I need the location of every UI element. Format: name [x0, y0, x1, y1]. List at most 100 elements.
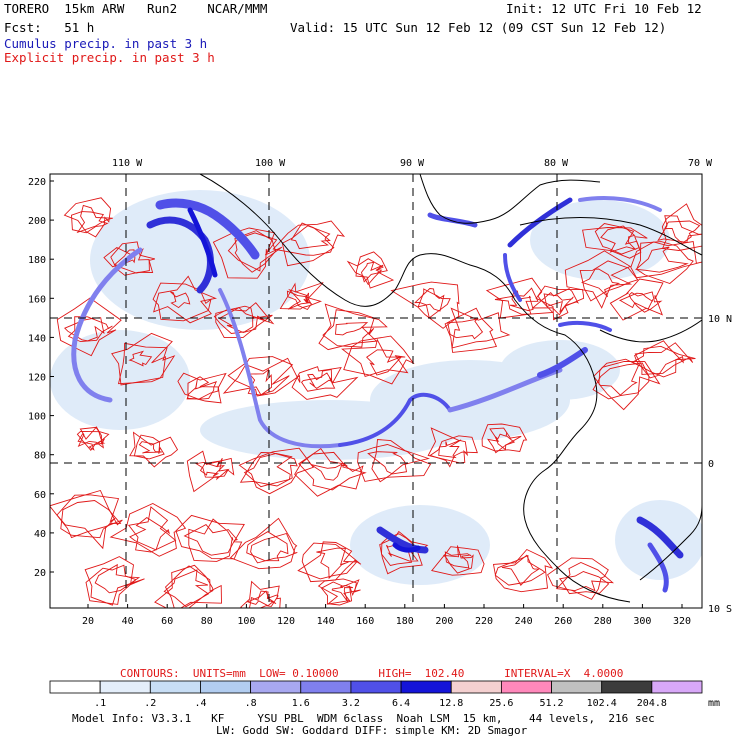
x-tick-label: 160 [356, 616, 374, 627]
x-tick-label: 320 [673, 616, 691, 627]
explicit-precip-contours [50, 197, 702, 608]
contour-line [229, 517, 298, 570]
init-time: Init: 12 UTC Fri 10 Feb 12 [506, 1, 702, 16]
colorbar-swatch [651, 680, 703, 694]
contour-line [661, 203, 702, 251]
x-tick-label: 60 [161, 616, 173, 627]
contour-line [417, 288, 445, 312]
contour-line [310, 462, 348, 481]
latlon-grid [50, 174, 702, 608]
contour-line [492, 548, 554, 593]
contour-line [429, 435, 478, 468]
colorbar-swatch [500, 680, 552, 694]
contour-line [367, 451, 408, 475]
contour-line [138, 441, 162, 454]
contour-line [60, 500, 122, 539]
contour-high: HIGH= 102.40 [378, 667, 465, 680]
colorbar-swatch [400, 680, 452, 694]
contour-line [215, 305, 273, 339]
contour-line [318, 303, 388, 351]
x-tick-label: 220 [475, 616, 493, 627]
contour-line [238, 447, 315, 495]
contour-line [547, 557, 609, 600]
colorbar-label: 204.8 [637, 698, 667, 708]
colorbar-swatch [250, 680, 302, 694]
contour-line [290, 222, 331, 250]
contour-line [447, 318, 484, 340]
colorbar-swatch [300, 680, 352, 694]
colorbar-swatch [149, 680, 201, 694]
y-tick-label: 220 [28, 177, 46, 188]
contour-line [442, 545, 474, 574]
physics-info: LW: Godd SW: Goddard DIFF: simple KM: 2D… [216, 724, 528, 737]
y-axis: 220 200 180 160 140 120 100 80 60 40 20 [28, 177, 54, 579]
colorbar-swatch [601, 680, 653, 694]
y-tick-label: 100 [28, 412, 46, 423]
contour-line [341, 338, 409, 377]
lat-labels: 10 N 0 10 S [708, 314, 732, 615]
contour-line [77, 426, 106, 451]
contour-line [109, 502, 187, 557]
colorbar-label: .8 [245, 698, 257, 708]
x-tick-label: 40 [122, 616, 134, 627]
contour-line [355, 251, 395, 289]
contour-line [246, 590, 277, 607]
contour-line [133, 434, 165, 460]
contour-line [413, 288, 451, 319]
lat-label-0: 0 [708, 459, 714, 470]
x-tick-label: 300 [633, 616, 651, 627]
contour-line [212, 227, 276, 279]
contour-line [84, 556, 145, 606]
contour-line [609, 278, 664, 321]
contour-line [494, 554, 546, 586]
contour-line [71, 211, 109, 234]
contour-line [129, 517, 171, 551]
contour-line [129, 431, 179, 468]
contour-line [183, 524, 238, 556]
colorbar: .1.2.4.8 1.6 3.2 6.4 12.8 25.6 51.2 102.4 204.8 … [49, 680, 720, 708]
valid-time: Valid: 15 UTC Sun 12 Feb 12 (09 CST Sun … [290, 20, 667, 35]
colorbar-label: 12.8 [439, 698, 463, 708]
contour-line [187, 376, 219, 401]
contour-line [379, 530, 429, 575]
x-tick-label: 80 [201, 616, 213, 627]
y-tick-label: 60 [34, 490, 46, 501]
contour-line [128, 350, 153, 367]
model-info: Model Info: V3.3.1 KF YSU PBL WDM 6class… [72, 712, 655, 725]
colorbar-label: 1.6 [292, 698, 310, 708]
contour-line [152, 282, 212, 322]
lon-label-80w: 80 W [544, 158, 569, 169]
contour-line [594, 223, 640, 255]
legend-explicit: Explicit precip. in past 3 h [4, 50, 215, 65]
contour-line [494, 287, 539, 315]
contour-line [279, 282, 324, 310]
y-tick-label: 40 [34, 529, 46, 540]
contour-line [243, 453, 293, 488]
colorbar-label: 6.4 [392, 698, 410, 708]
contour-line [227, 232, 283, 272]
cumulus-precip-bands [71, 196, 684, 593]
contour-line [555, 562, 615, 592]
lat-label-10s: 10 S [708, 604, 732, 615]
contour-line [63, 197, 112, 238]
lon-label-90w: 90 W [400, 158, 425, 169]
contour-line [381, 533, 423, 567]
contour-line [186, 450, 235, 493]
contour-line [357, 444, 432, 482]
lon-label-70w: 70 W [688, 158, 713, 169]
colorbar-swatch [551, 680, 603, 694]
contour-line [558, 570, 610, 595]
light-precip-areas [50, 190, 702, 585]
contour-line [177, 372, 227, 404]
contour-line [247, 368, 273, 396]
contour-line [579, 260, 639, 302]
contour-line [291, 366, 359, 400]
contour-line [287, 288, 312, 310]
x-tick-label: 180 [396, 616, 414, 627]
contour-line [117, 342, 176, 385]
contour-info: CONTOURS: UNITS=mm LOW= 0.10000 HIGH= 10… [120, 667, 623, 680]
contour-line [320, 579, 360, 606]
contour-line [438, 439, 462, 459]
contour-line [371, 439, 431, 483]
contour-line [635, 246, 689, 273]
